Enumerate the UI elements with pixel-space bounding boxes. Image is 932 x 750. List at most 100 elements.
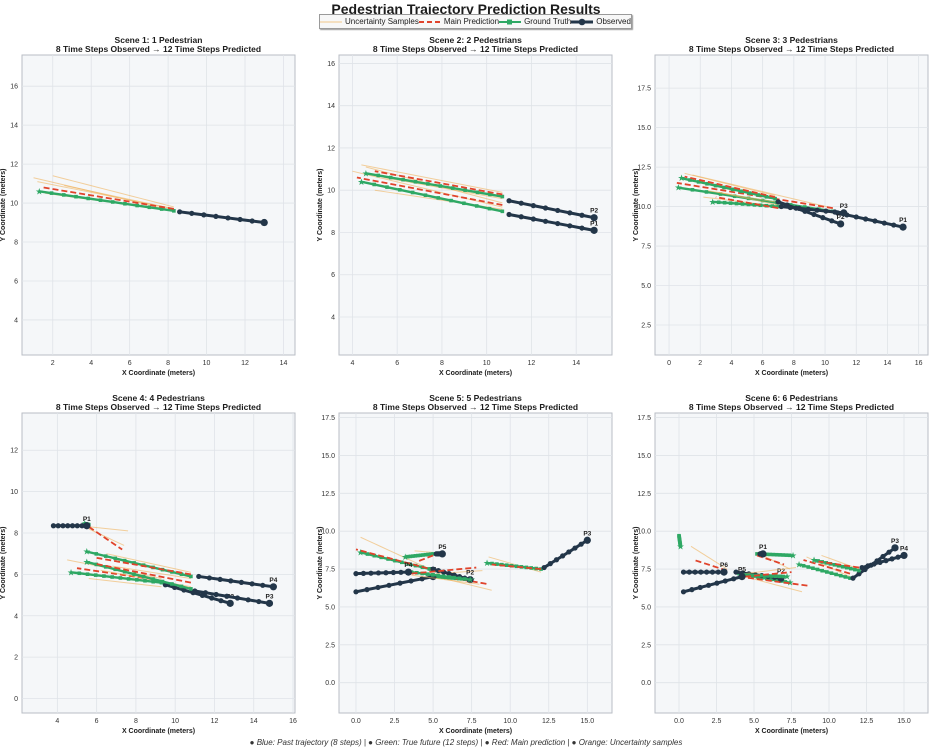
ground-truth-point xyxy=(766,574,770,578)
observed-point xyxy=(547,561,553,567)
ground-truth-point xyxy=(410,190,415,195)
ground-truth-end-star: ★ xyxy=(795,560,803,570)
observed-point xyxy=(196,573,202,580)
x-tick-label: 6 xyxy=(761,360,765,367)
ground-truth-point xyxy=(379,555,384,560)
observed-point xyxy=(811,211,817,218)
ground-truth-point xyxy=(426,552,430,557)
ground-truth-point xyxy=(704,190,709,194)
ground-truth-point xyxy=(103,565,108,569)
main-prediction-line xyxy=(684,175,776,198)
main-prediction-line xyxy=(803,559,851,575)
observed-point xyxy=(567,210,573,216)
y-tick-label: 6 xyxy=(14,572,18,579)
y-tick-label: 0 xyxy=(14,696,18,703)
observed-point xyxy=(224,593,230,599)
observed-current-point xyxy=(759,550,767,558)
ground-truth-point xyxy=(756,193,760,197)
observed-current-point xyxy=(899,223,907,231)
observed-point xyxy=(579,225,585,231)
legend-uncertainty-label: Uncertainty Samples xyxy=(345,17,419,26)
ground-truth-point xyxy=(98,198,103,203)
observed-point xyxy=(881,220,887,226)
y-tick-label: 12.5 xyxy=(321,491,335,498)
y-tick-label: 4 xyxy=(331,314,335,321)
observed-point xyxy=(397,580,403,586)
y-axis-label: Y Coordinate (meters) xyxy=(633,527,640,600)
ground-truth-point xyxy=(385,185,389,189)
observed-point xyxy=(202,590,209,596)
y-tick-label: 4 xyxy=(14,317,18,324)
y-tick-label: 15.0 xyxy=(637,125,651,132)
ground-truth-point xyxy=(764,195,769,199)
observed-point xyxy=(705,582,712,588)
ground-truth-point xyxy=(487,206,492,211)
observed-current-point xyxy=(583,536,591,544)
x-tick-label: 4 xyxy=(350,360,354,367)
observed-point xyxy=(714,580,720,586)
panel-subtitle: 8 Time Steps Observed → 12 Time Steps Pr… xyxy=(373,402,578,412)
ground-truth-end-star: ★ xyxy=(357,547,365,557)
ground-truth-point xyxy=(425,572,430,576)
x-tick-label: 16 xyxy=(289,718,297,725)
observed-point xyxy=(530,203,536,209)
y-tick-label: 10.0 xyxy=(637,529,651,536)
uncertainty-sample xyxy=(692,174,833,209)
ground-truth-point xyxy=(776,204,781,209)
ground-truth-line xyxy=(365,172,503,198)
observed-point xyxy=(686,569,692,575)
ground-truth-point xyxy=(474,204,479,208)
observed-point xyxy=(889,556,895,562)
y-tick-label: 17.5 xyxy=(637,86,651,93)
x-tick-label: 0.0 xyxy=(674,718,684,725)
x-axis-label: X Coordinate (meters) xyxy=(439,728,512,735)
x-tick-label: 5.0 xyxy=(428,718,438,725)
ground-truth-point xyxy=(431,573,435,577)
ground-truth-point xyxy=(690,187,695,192)
ground-truth-point xyxy=(49,191,54,195)
main-prediction-line xyxy=(411,566,477,575)
ground-truth-point xyxy=(713,183,718,188)
ground-truth-end-star: ★ xyxy=(67,567,75,577)
ground-truth-point xyxy=(825,570,829,574)
ground-truth-point xyxy=(829,571,834,575)
y-tick-label: 16 xyxy=(327,61,335,68)
ground-truth-point xyxy=(824,561,829,565)
observed-point xyxy=(245,597,251,603)
ground-truth-point xyxy=(678,543,683,548)
ground-truth-point xyxy=(747,191,752,195)
y-tick-label: 7.5 xyxy=(325,567,335,574)
x-tick-label: 10.0 xyxy=(822,718,836,725)
y-tick-label: 17.5 xyxy=(321,415,335,422)
observed-point xyxy=(856,571,862,577)
ground-truth-point xyxy=(418,553,423,558)
observed-point xyxy=(360,570,367,576)
y-tick-label: 15.0 xyxy=(637,453,651,460)
trajectories: ★P1★P2★P3★P4 xyxy=(50,516,278,607)
x-tick-label: 12 xyxy=(241,360,249,367)
observed-point xyxy=(217,576,223,583)
ground-truth-point xyxy=(770,204,775,208)
ground-truth-point xyxy=(815,567,820,572)
ground-truth-point xyxy=(423,552,428,557)
observed-point xyxy=(895,554,901,560)
observed-point xyxy=(692,569,698,575)
observed-point xyxy=(69,523,76,529)
y-tick-label: 14 xyxy=(10,123,18,130)
observed-point xyxy=(55,523,61,529)
ground-truth-point xyxy=(376,173,381,178)
observed-point xyxy=(260,582,266,588)
y-tick-label: 8 xyxy=(331,230,335,237)
observed-point xyxy=(390,569,397,576)
ground-truth-point xyxy=(416,553,420,558)
ground-truth-point xyxy=(838,573,843,578)
x-tick-label: 8 xyxy=(440,360,444,367)
y-tick-label: 8 xyxy=(14,240,18,247)
y-tick-label: 12.5 xyxy=(637,491,651,498)
ground-truth-point xyxy=(500,194,505,199)
legend: Uncertainty Samples Main Prediction Grou… xyxy=(319,14,632,29)
y-tick-label: 0.0 xyxy=(641,680,651,687)
observed-current-point xyxy=(900,551,908,560)
pedestrian-label: P4 xyxy=(269,577,277,584)
y-tick-label: 10.0 xyxy=(637,204,651,211)
